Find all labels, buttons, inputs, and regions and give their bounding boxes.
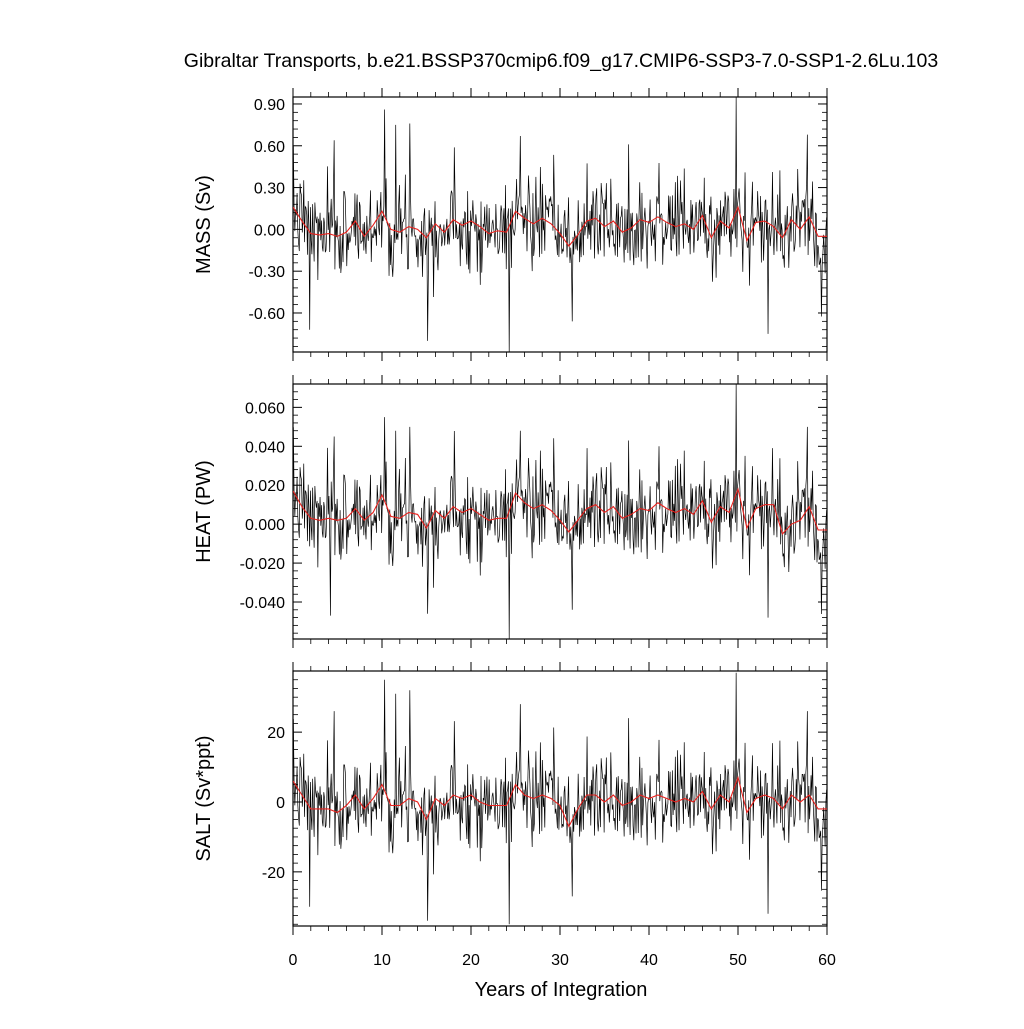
series-raw-line — [293, 97, 827, 352]
x-tick-label: 20 — [462, 952, 480, 969]
y-axis-label: MASS (Sv) — [193, 175, 215, 274]
y-tick-label: -0.020 — [240, 556, 285, 573]
y-tick-label: 0.040 — [245, 439, 285, 456]
y-tick-label: 0.00 — [254, 222, 285, 239]
series-smooth-line — [293, 487, 827, 535]
x-axis-label: Years of Integration — [475, 979, 648, 1001]
x-tick-label: 50 — [729, 952, 747, 969]
y-tick-label: -0.30 — [249, 264, 286, 281]
y-tick-label: 0.000 — [245, 517, 285, 534]
x-tick-label: 40 — [640, 952, 658, 969]
y-tick-label: 0.90 — [254, 97, 285, 114]
x-tick-label: 0 — [289, 952, 298, 969]
panel-3: 20 0 -20 SALT (Sv*ppt) — [193, 662, 828, 935]
series-smooth-line — [293, 205, 827, 248]
y-tick-label: 20 — [267, 725, 285, 742]
series-raw-line — [293, 672, 827, 925]
y-tick-label: -0.60 — [249, 306, 286, 323]
y-tick-label: -20 — [262, 865, 285, 882]
panel-1: 0.90 0.60 0.30 0.00 -0.30 -0.60 MASS (Sv) — [193, 88, 828, 361]
y-tick-label: 0 — [276, 795, 285, 812]
x-tick-label: 10 — [373, 952, 391, 969]
y-axis-label: HEAT (PW) — [193, 460, 215, 563]
x-tick-label: 60 — [818, 952, 836, 969]
y-tick-label: -0.040 — [240, 595, 285, 612]
y-axis-label: SALT (Sv*ppt) — [193, 736, 215, 862]
y-tick-label: 0.60 — [254, 139, 285, 156]
panel-2: 0.060 0.040 0.020 0.000 -0.020 -0.040 HEAT (PW… — [193, 375, 828, 648]
chart-title: Gibraltar Transports, b.e21.BSSP370cmip6… — [184, 50, 938, 72]
y-tick-label: 0.020 — [245, 478, 285, 495]
series-smooth-line — [293, 775, 827, 828]
series-raw-line — [293, 384, 827, 639]
y-tick-label: 0.060 — [245, 400, 285, 417]
x-tick-label: 30 — [551, 952, 569, 969]
y-tick-label: 0.30 — [254, 181, 285, 198]
